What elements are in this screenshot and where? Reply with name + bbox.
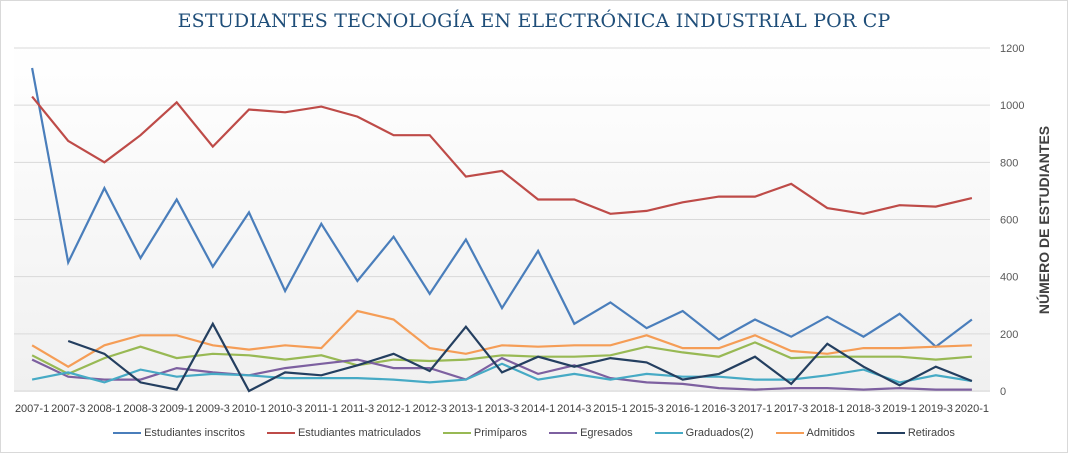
y-tick-label: 600 [1000, 215, 1018, 227]
y-tick-label: 800 [1000, 157, 1018, 169]
x-tick-label: 2011-3 [341, 403, 374, 415]
x-tick-label: 2009-3 [196, 403, 230, 415]
x-tick-label: 2010-3 [268, 403, 302, 415]
legend-item: Admitidos [775, 427, 855, 439]
x-tick-label: 2015-1 [593, 403, 627, 415]
legend-swatch [266, 432, 295, 434]
legend-swatch [654, 432, 683, 434]
x-tick-label: 2008-3 [123, 403, 157, 415]
y-tick-label: 400 [1000, 272, 1018, 284]
x-tick-label: 2016-3 [702, 403, 736, 415]
x-tick-label: 2015-3 [629, 403, 663, 415]
series-line-retirados [67, 321, 973, 393]
legend-swatch [775, 432, 804, 434]
x-tick-label: 2014-1 [521, 403, 555, 415]
y-axis-label: NÚMERO DE ESTUDIANTES [1035, 126, 1052, 314]
chart-title: ESTUDIANTES TECNOLOGÍA EN ELECTRÓNICA IN… [177, 10, 891, 32]
legend-item: Primíparos [442, 427, 528, 439]
y-tick-label: 1000 [1000, 100, 1024, 112]
legend-item: Estudiantes inscritos [113, 427, 245, 439]
series-line-estudiantes-matriculados [31, 95, 973, 215]
legend: Estudiantes inscritos Estudiantes matricu… [0, 427, 1068, 439]
x-tick-label: 2009-1 [160, 403, 194, 415]
x-tick-label: 2019-1 [882, 403, 916, 415]
legend-label: Egresados [580, 427, 633, 439]
x-axis-ticks: 2007-1 2007-3 2008-1 2008-3 2009-1 2009-3 2010… [15, 403, 989, 415]
legend-swatch [442, 432, 471, 434]
legend-swatch [876, 432, 905, 434]
x-tick-label: 2008-1 [87, 403, 121, 415]
x-tick-label: 2018-3 [846, 403, 880, 415]
legend-label: Estudiantes inscritos [144, 427, 245, 439]
x-tick-label: 2007-1 [15, 403, 49, 415]
x-tick-label: 2019-3 [919, 403, 953, 415]
x-tick-label: 2017-3 [774, 403, 808, 415]
legend-swatch [549, 432, 578, 434]
x-tick-label: 2011-1 [305, 403, 338, 415]
x-tick-label: 2016-1 [666, 403, 700, 415]
legend-label: Admitidos [806, 427, 855, 439]
series-lines [31, 67, 973, 393]
legend-swatch [113, 432, 142, 434]
x-tick-label: 2007-3 [51, 403, 85, 415]
series-line-estudiantes-inscritos [31, 67, 973, 349]
y-tick-label: 1200 [1000, 43, 1024, 55]
x-tick-label: 2014-3 [557, 403, 591, 415]
plot-area [14, 40, 990, 392]
x-tick-label: 2017-1 [738, 403, 772, 415]
x-tick-label: 2013-1 [449, 403, 483, 415]
x-tick-label: 2012-1 [376, 403, 410, 415]
legend-item: Estudiantes matriculados [266, 427, 421, 439]
series-line-graduados-2 [31, 362, 973, 384]
series-line-admitidos [31, 309, 972, 368]
legend-label: Estudiantes matriculados [297, 427, 421, 439]
legend-label: Primíparos [473, 427, 528, 439]
x-tick-label: 2013-3 [485, 403, 519, 415]
gridlines [14, 47, 990, 392]
y-tick-label: 200 [1000, 329, 1018, 341]
y-axis-ticks: 0 200 400 600 800 1000 1200 [1000, 43, 1024, 398]
x-tick-label: 2010-1 [232, 403, 266, 415]
legend-label: Graduados(2) [685, 427, 754, 439]
legend-label: Retirados [907, 427, 955, 439]
legend-item: Graduados(2) [654, 427, 754, 439]
x-tick-label: 2020-1 [955, 403, 989, 415]
x-tick-label: 2018-1 [810, 403, 844, 415]
y-tick-label: 0 [1000, 386, 1006, 398]
x-tick-label: 2012-3 [413, 403, 447, 415]
legend-item: Egresados [549, 427, 633, 439]
legend-item: Retirados [876, 427, 955, 439]
